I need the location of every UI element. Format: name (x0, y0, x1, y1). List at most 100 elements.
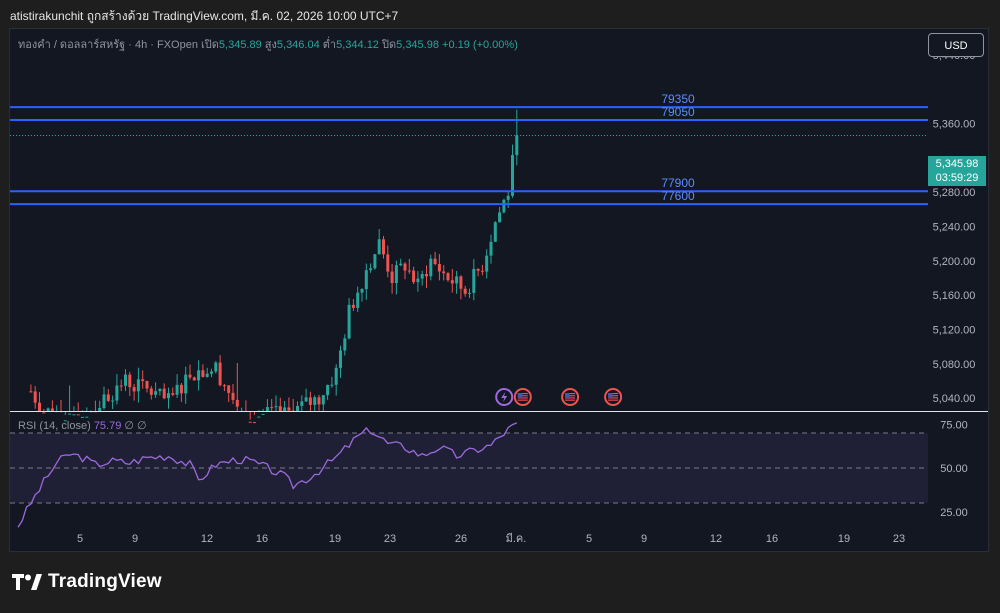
chart-frame[interactable]: 5,440.005,360.005,280.005,240.005,200.00… (9, 28, 989, 552)
candle-body (339, 350, 342, 368)
flag-stripe (565, 395, 576, 397)
candle-body (515, 135, 519, 156)
price-axis-label: 5,080.00 (933, 359, 976, 371)
candle-body (205, 373, 209, 377)
flag-stripe (608, 393, 619, 395)
last-price-value: 5,345.98 (935, 158, 979, 170)
level-label: 79050 (661, 105, 695, 119)
candle-body (231, 392, 235, 400)
brand-logo[interactable]: TradingView (12, 571, 162, 593)
level-label: 77900 (661, 176, 695, 190)
candle-body (386, 254, 390, 272)
candle-body (493, 222, 497, 242)
candle-body (394, 265, 398, 284)
candle-body (115, 385, 119, 401)
candle-body (38, 402, 41, 411)
rsi-extra: ∅ ∅ (124, 420, 147, 432)
time-axis-label: 23 (384, 533, 396, 545)
rsi-label: RSI (14, close) (18, 420, 91, 432)
candle-body (429, 258, 433, 277)
candle-body (360, 289, 364, 293)
candle-body (222, 385, 226, 387)
chart-header: atistirakunchit ถูกสร้างด้วย TradingView… (10, 9, 399, 23)
us-flag-icon (513, 388, 532, 406)
flag-stripe (608, 399, 619, 401)
candle-body (253, 422, 256, 424)
time-axis-label: 12 (710, 533, 722, 545)
candle-body (46, 408, 50, 411)
candle-body (334, 367, 338, 385)
candle-body (192, 377, 196, 381)
candle-body (321, 395, 325, 405)
time-axis-label: 9 (641, 533, 647, 545)
close-value: 5,345.98 (396, 39, 439, 51)
candle-body (179, 384, 183, 394)
candle-body (218, 362, 222, 386)
flag-stripe (517, 393, 528, 395)
candle-body (407, 270, 411, 272)
candle-body (265, 407, 269, 411)
low-value: 5,344.12 (336, 39, 379, 51)
candle-body (369, 268, 373, 271)
flag-stripe (608, 395, 619, 397)
symbol-legend: ทองคำ / ดอลลาร์สหรัฐ · 4h · FXOpen เปิด5… (18, 35, 518, 53)
candle-body (283, 407, 287, 411)
close-label: ปิด (382, 39, 397, 51)
candle-body (442, 271, 446, 274)
candle-body (468, 292, 471, 294)
candle-body (476, 268, 480, 271)
candle-body (313, 397, 317, 405)
price-axis-label: 5,200.00 (933, 256, 976, 268)
open-value: 5,345.89 (218, 39, 262, 51)
flag-stripe (517, 399, 528, 401)
change-value: +0.19 (+0.00%) (442, 39, 518, 51)
rsi-legend: RSI (14, close) 75.79 ∅ ∅ (18, 419, 147, 432)
candle-body (382, 239, 385, 255)
candle-body (81, 416, 84, 418)
currency-button[interactable]: USD (928, 33, 984, 57)
tradingview-logo-icon (12, 574, 42, 590)
price-axis-label: 5,120.00 (933, 324, 976, 336)
candle-body (506, 195, 510, 200)
candle-body (106, 394, 110, 401)
candle-body (72, 414, 76, 416)
candle-body (308, 397, 312, 405)
flag-stripe (565, 397, 576, 399)
candle-body (167, 393, 170, 399)
candle-body (511, 155, 514, 196)
candle-body (425, 274, 428, 277)
candle-body (377, 239, 381, 255)
open-label: เปิด (201, 39, 219, 51)
rsi-line (17, 422, 518, 528)
candle-body (111, 400, 115, 402)
candle-body (235, 399, 239, 407)
time-axis-label: 5 (77, 533, 83, 545)
candle-body (416, 278, 420, 283)
chart-canvas[interactable]: 5,440.005,360.005,280.005,240.005,200.00… (10, 29, 988, 551)
low-label: ต่ำ (322, 39, 337, 51)
time-axis-label: 16 (766, 533, 778, 545)
price-axis-label: 5,280.00 (933, 187, 976, 199)
candle-body (347, 304, 351, 339)
time-axis-label: 9 (132, 533, 138, 545)
candle-body (278, 406, 282, 411)
candle-body (162, 388, 166, 399)
candle-body (373, 254, 377, 269)
candle-body (50, 408, 54, 411)
candle-body (175, 384, 179, 395)
candle-body (330, 384, 334, 386)
candle-body (63, 420, 67, 422)
candle-body (141, 379, 145, 382)
candle-body (158, 388, 162, 392)
candle-body (390, 271, 394, 284)
time-axis-label: 16 (256, 533, 268, 545)
level-label: 79350 (661, 92, 695, 106)
time-axis-label: มี.ค. (506, 532, 527, 545)
candle-body (502, 199, 506, 213)
time-axis-label: 12 (201, 533, 213, 545)
last-price-tag: 5,345.98 03:59:29 (928, 156, 986, 186)
candle-body (119, 385, 123, 387)
price-axis-label: 5,040.00 (933, 393, 976, 405)
candle-body (450, 280, 454, 284)
high-label: สูง (264, 39, 277, 51)
